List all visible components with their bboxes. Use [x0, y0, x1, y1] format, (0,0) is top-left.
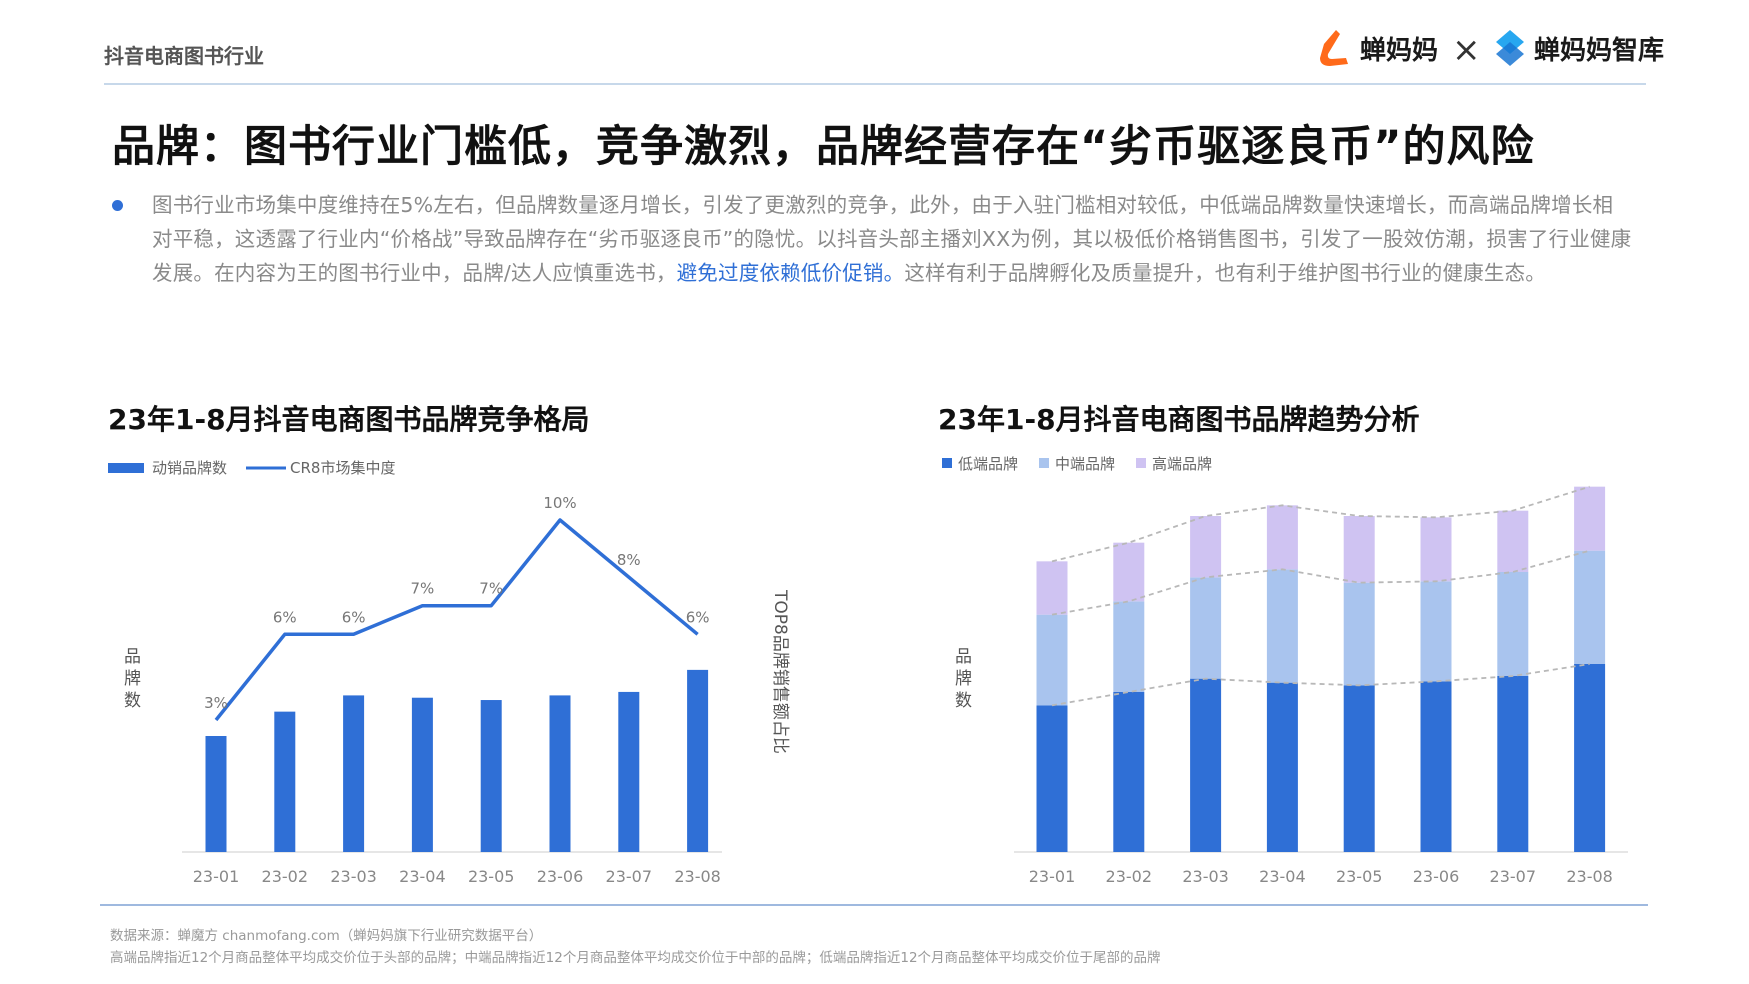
chart1-line [214, 518, 699, 722]
legend-swatch-bars [108, 463, 144, 473]
bullet-dot-icon [112, 200, 123, 211]
chart2-ylabel-char: 品 [955, 647, 972, 667]
chart1-bar [411, 697, 433, 852]
chart1-x-tick: 23-05 [468, 867, 515, 886]
chart1-x-tick: 23-07 [606, 867, 653, 886]
chart2-bar-segment [1420, 517, 1452, 582]
legend-label-line: CR8市场集中度 [290, 459, 395, 477]
chart2-bar-segment [1266, 569, 1298, 683]
chart1-bar [618, 691, 640, 852]
chart1-ylabel-char: 数 [124, 691, 141, 711]
chart1-bar [549, 695, 571, 852]
chart1-line-label: 7% [411, 580, 435, 598]
chart2-bar-segment [1343, 582, 1375, 686]
chart1-bar [687, 669, 709, 852]
chart1-x-tick: 23-04 [399, 867, 446, 886]
chart2-trend-line [1051, 549, 1590, 616]
chart2-x-tick: 23-05 [1336, 867, 1383, 886]
legend-label-series: 中端品牌 [1055, 455, 1115, 473]
chart2-bar-segment [1113, 601, 1145, 692]
cross-icon: × [1452, 30, 1481, 70]
logo-text-right: 蝉妈妈智库 [1534, 35, 1665, 66]
chart2-bar-segment [1574, 664, 1606, 852]
summary-paragraph: 图书行业市场集中度维持在5%左右，但品牌数量逐月增长，引发了更激烈的竞争，此外，… [152, 188, 1632, 290]
legend-label-bars: 动销品牌数 [152, 459, 227, 477]
chart2-bar-segment [1497, 572, 1529, 676]
footer-divider [100, 904, 1648, 906]
chart2-bar-segment [1036, 705, 1068, 852]
chart2-bar-segment [1190, 577, 1222, 679]
chart2-x-tick: 23-02 [1106, 867, 1153, 886]
chart2-trend-line [1051, 485, 1590, 563]
chart1-line-label: 6% [686, 608, 710, 626]
chart1-line-label: 7% [479, 580, 503, 598]
chart1-x-tick: 23-06 [537, 867, 584, 886]
chart2-bar-segment [1113, 692, 1145, 852]
chart2-title: 23年1-8月抖音电商图书品牌趋势分析 [938, 403, 1420, 436]
chart1-bar [343, 695, 365, 852]
legend-label-series: 低端品牌 [958, 455, 1018, 473]
chart2-bar-segment [1036, 614, 1068, 706]
chart2-x-tick: 23-04 [1259, 867, 1306, 886]
chart2-bar-segment [1190, 678, 1222, 852]
chart1-y2label: TOP8品牌销售额占比 [770, 589, 790, 754]
chart1-bar [480, 700, 502, 852]
chart2-bar-segment [1497, 510, 1529, 572]
chart2-trend-line [1051, 663, 1590, 707]
chart1-title: 23年1-8月抖音电商图书品牌竞争格局 [108, 403, 590, 436]
chart1-x-tick: 23-03 [330, 867, 377, 886]
section-title: 抖音电商图书行业 [104, 44, 264, 68]
page-title: 品牌：图书行业门槛低，竞争激烈，品牌经营存在“劣币驱逐良币”的风险 [112, 122, 1535, 172]
header-divider [104, 83, 1646, 85]
chart1-x-tick: 23-08 [674, 867, 721, 886]
legend-swatch-2 [1136, 458, 1146, 468]
chart1-line-label: 10% [543, 494, 576, 512]
chart1-ylabel-char: 品 [124, 647, 141, 667]
chart2-ylabel-char: 牌 [955, 669, 972, 689]
chart1-x-tick: 23-01 [193, 867, 240, 886]
chart1-x-tick: 23-02 [262, 867, 309, 886]
chart2-x-tick: 23-01 [1029, 867, 1076, 886]
chart2-bar-segment [1574, 550, 1606, 664]
chart1-line-label: 8% [617, 551, 641, 569]
chart2-bar-segment [1574, 486, 1606, 551]
paragraph-highlight: 避免过度依赖低价促销。 [676, 261, 905, 285]
chart2-bar-segment [1266, 682, 1298, 852]
chart2-bar-segment [1420, 681, 1452, 852]
logo-text-left: 蝉妈妈 [1360, 35, 1439, 66]
chart2-bar-segment [1343, 516, 1375, 583]
data-source: 数据来源：蝉魔方 chanmofang.com（蝉妈妈旗下行业研究数据平台） [110, 928, 543, 944]
chart2-x-tick: 23-07 [1490, 867, 1537, 886]
chart1-line-label: 6% [342, 608, 366, 626]
chanmama-logo-icon [1320, 30, 1348, 66]
paragraph-text-a: 图书行业市场集中度维持在5%左右，但品牌数量逐月增长，引发了更激烈的竞争，此外，… [152, 193, 1632, 285]
chart2-ylabel-char: 数 [955, 691, 972, 711]
legend-label-series: 高端品牌 [1152, 455, 1212, 473]
chart1-line-label: 6% [273, 608, 297, 626]
chart1-bar [274, 711, 296, 852]
zhiku-logo-icon [1496, 30, 1524, 66]
chart2-x-tick: 23-06 [1413, 867, 1460, 886]
chart2-bar-segment [1420, 581, 1452, 682]
footnote: 高端品牌指近12个月商品整体平均成交价位于头部的品牌；中端品牌指近12个月商品整… [110, 950, 1161, 966]
chart2-x-tick: 23-08 [1566, 867, 1613, 886]
chart2-x-tick: 23-03 [1182, 867, 1229, 886]
chart2-bar-segment [1343, 685, 1375, 852]
chanmama-zhiku-logo: 蝉妈妈智库 [1494, 26, 1664, 70]
chart2-bar-segment [1190, 516, 1222, 578]
legend-swatch-0 [942, 458, 952, 468]
paragraph-text-b: 这样有利于品牌孵化及质量提升，也有利于维护图书行业的健康生态。 [904, 261, 1547, 285]
legend-swatch-1 [1039, 458, 1049, 468]
chart2-bar-segment [1036, 561, 1068, 615]
chart2-bar-segment [1497, 676, 1529, 852]
chart2-bar-segment [1266, 505, 1298, 570]
chart1-line-label: 3% [204, 694, 228, 712]
chart1-ylabel-char: 牌 [124, 669, 141, 689]
chanmama-logo: 蝉妈妈 [1316, 26, 1438, 70]
chart1-bar [205, 736, 227, 852]
chart2-bar-segment [1113, 542, 1145, 602]
